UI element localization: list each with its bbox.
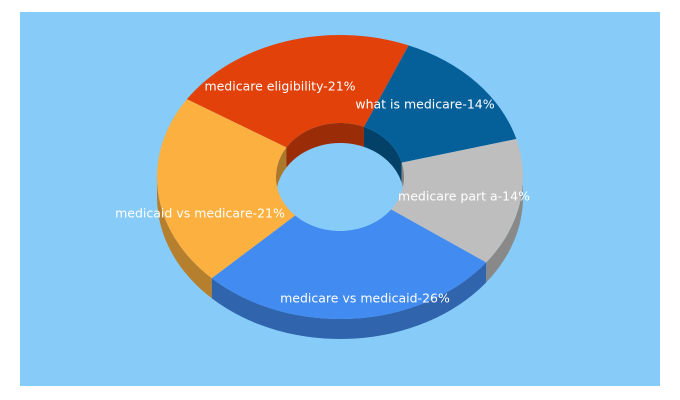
slice-side-medicare-part-a-14	[486, 177, 523, 283]
slice-label-medicaid-vs-medicare: medicaid vs medicare-21%	[115, 206, 285, 221]
slice-medicaid-vs-medicare-21	[156, 99, 296, 279]
donut-side-layer	[157, 122, 523, 340]
slice-what-is-medicare-14	[363, 45, 517, 163]
slice-label-medicare-eligibility: medicare eligibility-21%	[204, 79, 355, 94]
slice-label-medicare-part-a: medicare part a-14%	[398, 189, 530, 204]
slice-inner-wall-what-is-medicare-14	[363, 126, 402, 183]
donut-chart: what is medicare-14% medicare part a-14%…	[115, 35, 530, 340]
slice-inner-wall-medicaid-vs-medicare-21	[276, 147, 287, 197]
chart-panel: what is medicare-14% medicare part a-14%…	[20, 12, 660, 386]
slice-label-medicare-vs-medicaid: medicare vs medicaid-26%	[280, 291, 450, 306]
slice-side-medicaid-vs-medicare-21	[157, 177, 212, 299]
slice-medicare-eligibility-21	[186, 35, 409, 148]
slice-inner-wall-medicare-eligibility-21	[286, 122, 364, 168]
slice-medicare-part-a-14	[391, 139, 523, 263]
donut-top-layer	[156, 35, 523, 320]
slice-side-medicare-vs-medicaid-26	[211, 262, 487, 340]
slice-medicare-vs-medicaid-26	[211, 209, 487, 320]
slice-label-what-is-medicare: what is medicare-14%	[355, 97, 494, 112]
donut-label-layer: what is medicare-14% medicare part a-14%…	[115, 79, 530, 306]
